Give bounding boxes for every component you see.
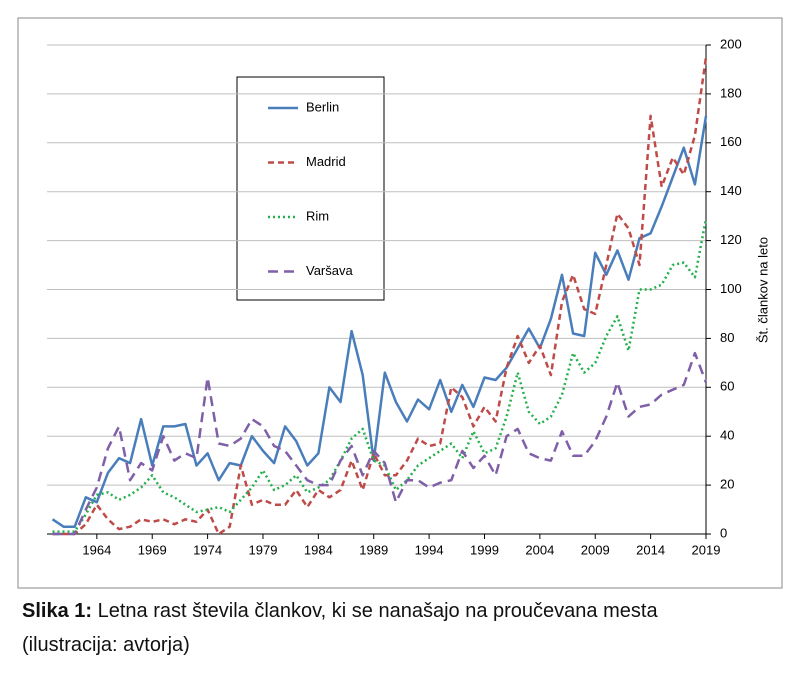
caption-label: Slika 1: — [22, 600, 93, 622]
series-line — [52, 218, 708, 533]
x-tick-label: 1974 — [193, 542, 222, 557]
y-tick-label: 40 — [720, 428, 734, 443]
x-tick-label: 2009 — [581, 542, 610, 557]
legend-label: Madrid — [306, 154, 346, 169]
x-tick-label: 1994 — [415, 542, 444, 557]
legend-label: Berlin — [306, 99, 339, 114]
x-tick-label: 1969 — [138, 542, 167, 557]
series-line — [52, 351, 708, 536]
y-tick-label: 160 — [720, 134, 742, 149]
y-tick-label: 180 — [720, 85, 742, 100]
legend-label: Varšava — [306, 263, 353, 278]
x-tick-label: 2019 — [692, 542, 721, 557]
caption-text: Letna rast števila člankov, ki se nanaša… — [97, 600, 658, 622]
y-tick-label: 80 — [720, 330, 734, 345]
caption-line: (ilustracija: avtorja) — [22, 634, 190, 656]
y-axis-label: Št. člankov na leto — [755, 237, 770, 343]
x-tick-label: 1984 — [304, 542, 333, 557]
legend-box — [236, 76, 385, 301]
x-tick-label: 1989 — [359, 542, 388, 557]
y-tick-label: 120 — [720, 232, 742, 247]
x-tick-label: 1999 — [470, 542, 499, 557]
x-tick-label: 1964 — [82, 542, 111, 557]
x-tick-label: 2004 — [525, 542, 554, 557]
chart: Št. člankov na leto 0 20 40 60 80 100 120 140 16… — [17, 17, 783, 589]
legend-label: Rim — [306, 208, 329, 223]
chart-border — [17, 17, 783, 589]
caption-line: Slika 1: Letna rast števila člankov, ki … — [22, 594, 792, 628]
y-tick-label: 20 — [720, 477, 734, 492]
x-tick-label: 2014 — [636, 542, 665, 557]
caption: Slika 1: Letna rast števila člankov, ki … — [22, 594, 792, 662]
x-tick-label: 1979 — [249, 542, 278, 557]
y-tick-label: 60 — [720, 379, 734, 394]
series-line — [51, 115, 708, 528]
y-tick-label: 140 — [720, 183, 742, 198]
y-tick-label: 0 — [720, 525, 727, 540]
y-tick-label: 200 — [720, 36, 742, 51]
series-line — [52, 57, 708, 536]
y-tick-label: 100 — [720, 281, 742, 296]
